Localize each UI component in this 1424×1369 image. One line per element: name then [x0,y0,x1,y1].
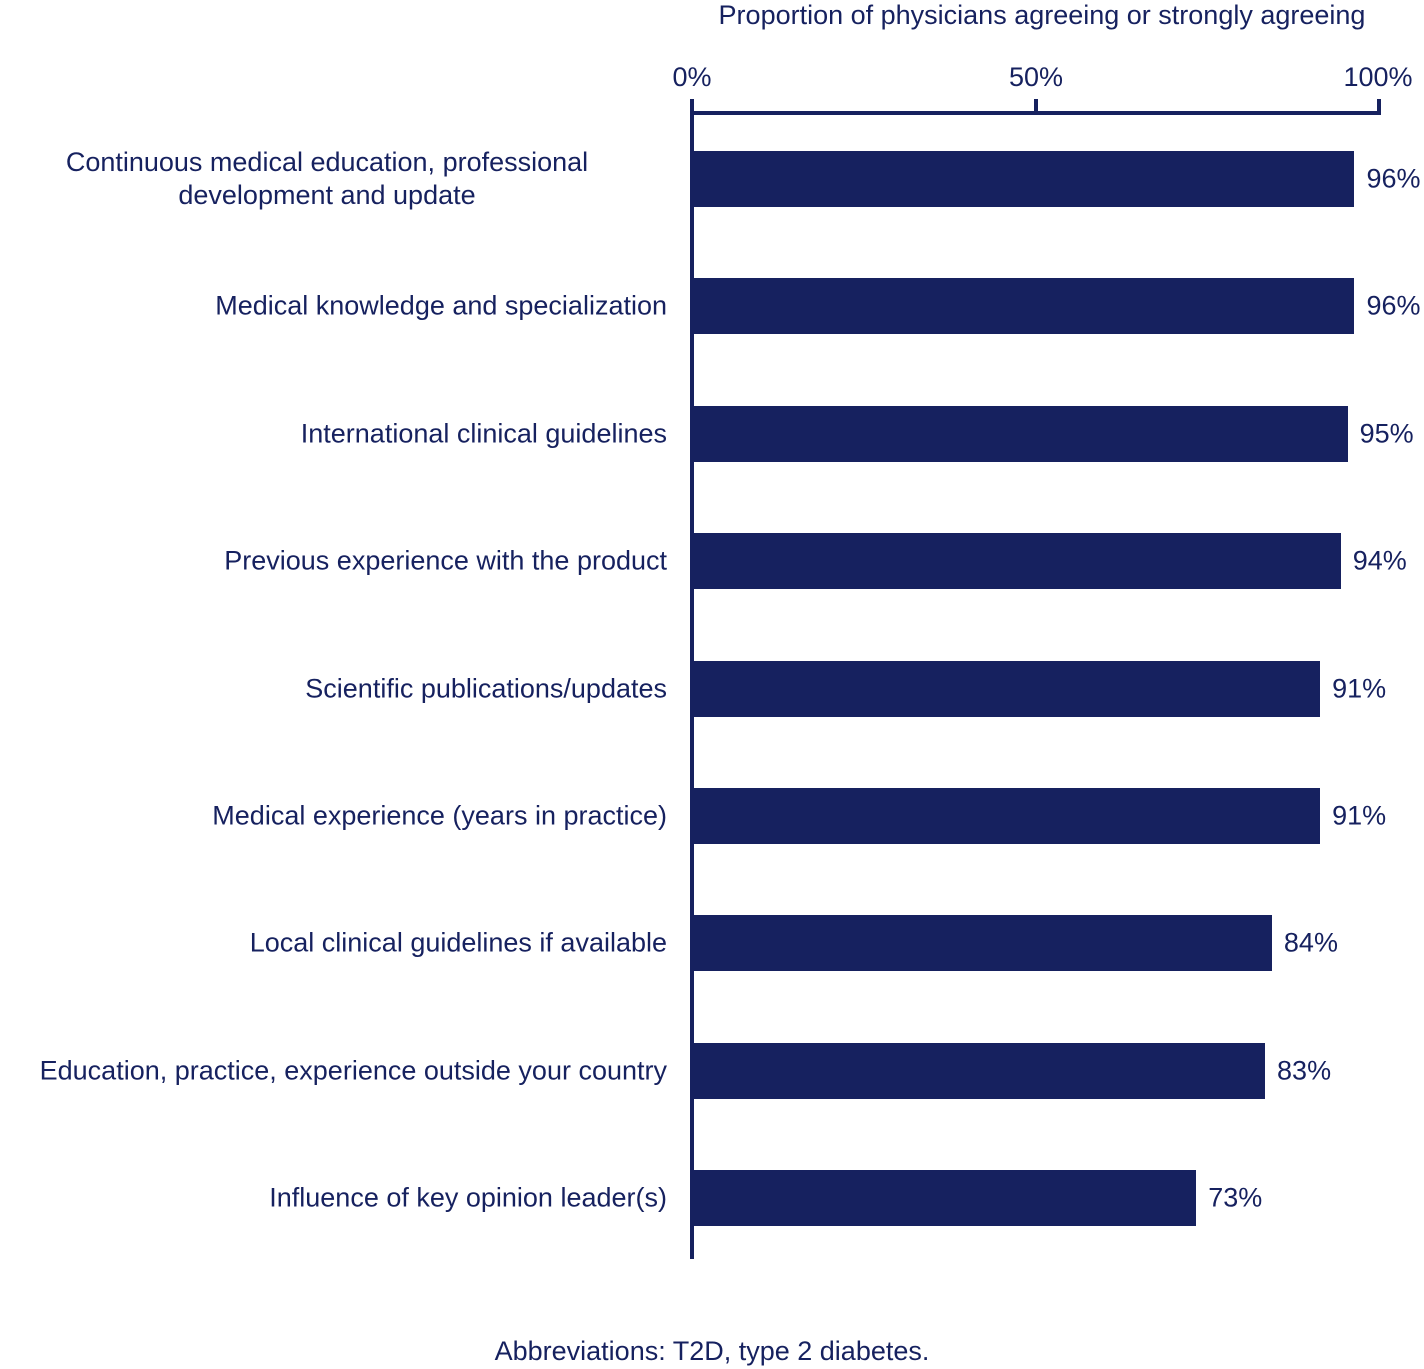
bar [694,533,1341,590]
bar-row: Medical knowledge and specialization 96% [0,278,1424,335]
bar-row: Scientific publications/updates 91% [0,660,1424,717]
footnote: Abbreviations: T2D, type 2 diabetes. [494,1336,930,1366]
value-label: 73% [1208,1182,1263,1213]
tick-label-100: 100% [1343,62,1413,92]
value-label: 95% [1359,418,1414,449]
category-label-line: Education, practice, experience outside … [39,1055,667,1086]
category-label: Medical knowledge and specialization [0,290,667,323]
bar-row: Medical experience (years in practice) 91… [0,788,1424,844]
value-label: 84% [1283,927,1338,958]
tick-mark-50 [1034,99,1038,113]
tick-label-50: 50% [1008,62,1064,92]
category-label-line: Previous experience with the product [224,545,667,576]
bar-row: International clinical guidelines 95% [0,405,1424,462]
category-label-line: Influence of key opinion leader(s) [269,1182,667,1213]
category-label: Previous experience with the product [0,545,667,578]
bar-row: Continuous medical education, profession… [0,147,1424,210]
category-label-line: Medical knowledge and specialization [215,290,667,321]
category-label: Education, practice, experience outside … [0,1054,667,1087]
category-label-line: Medical experience (years in practice) [212,800,667,831]
value-label: 91% [1332,673,1387,704]
axis-title: Proportion of physicians agreeing or str… [718,0,1366,30]
tick-mark-100 [1377,99,1381,113]
value-label: 83% [1277,1055,1332,1086]
category-label: Continuous medical education, profession… [0,146,667,212]
bar [694,278,1355,335]
bar [694,1170,1197,1227]
category-label-line: Continuous medical education, profession… [65,147,589,177]
value-label: 94% [1352,545,1407,576]
category-label: Scientific publications/updates [0,672,667,705]
category-label: Local clinical guidelines if available [0,927,667,960]
value-label: 96% [1366,163,1421,194]
bar-row: Education, practice, experience outside … [0,1042,1424,1099]
bar [694,405,1348,462]
y-axis-line [690,99,694,1259]
category-label-line: Local clinical guidelines if available [249,927,667,958]
category-label-line: Scientific publications/updates [305,673,667,704]
bar-row: Previous experience with the product 94% [0,533,1424,590]
category-label: Medical experience (years in practice) [0,800,667,833]
value-label: 91% [1332,800,1387,831]
bar [694,660,1321,717]
category-label: International clinical guidelines [0,417,667,450]
bar [694,151,1355,207]
bar [694,788,1321,844]
category-label-line: development and update [178,180,476,210]
category-label: Influence of key opinion leader(s) [0,1182,667,1215]
tick-label-0: 0% [672,62,712,92]
bar [694,1042,1266,1099]
bar-row: Influence of key opinion leader(s) 73% [0,1170,1424,1227]
x-axis-line [690,111,1381,115]
bar-row: Local clinical guidelines if available 84… [0,915,1424,972]
value-label: 96% [1366,290,1421,321]
category-label-line: International clinical guidelines [300,418,667,449]
bar [694,915,1272,972]
